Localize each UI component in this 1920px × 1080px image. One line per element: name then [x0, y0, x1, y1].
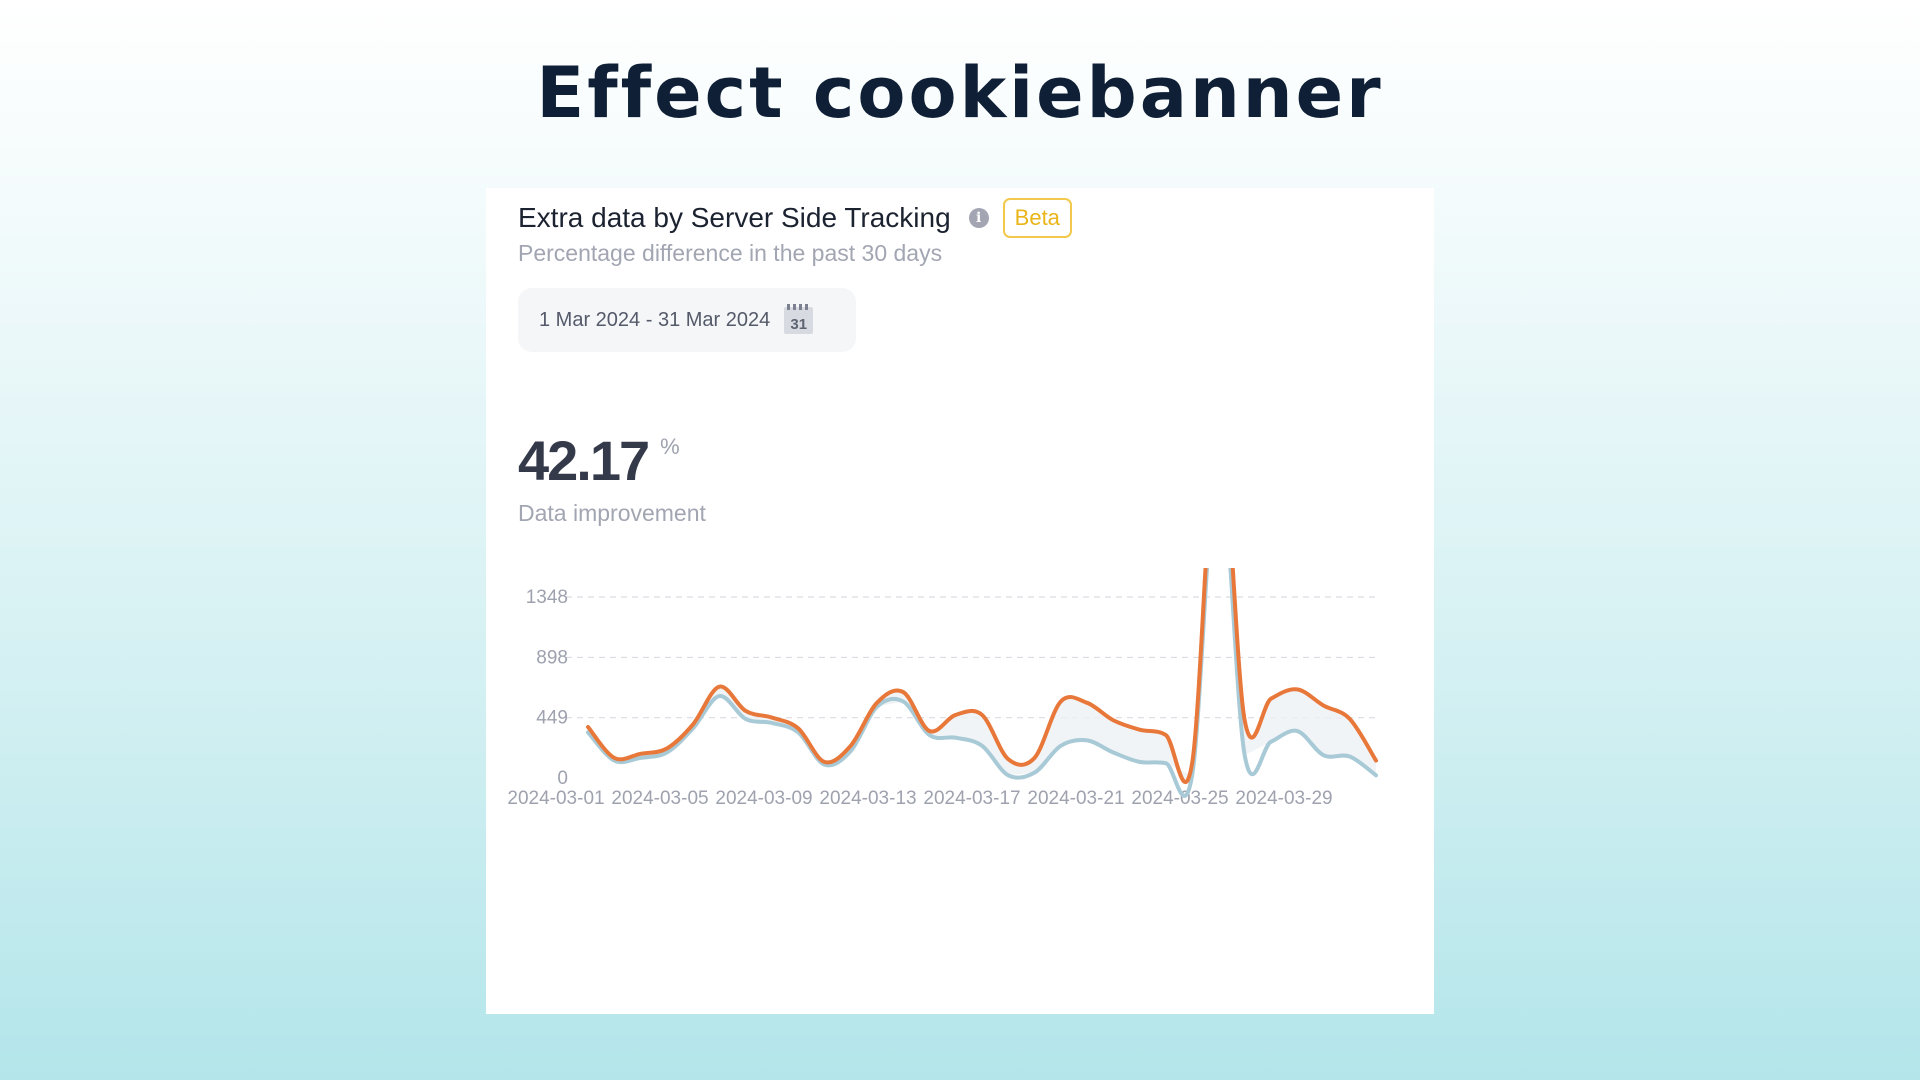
kpi-value: 42.17	[518, 429, 650, 492]
x-tick-label: 2024-03-13	[819, 788, 916, 809]
calendar-icon[interactable]: 31	[784, 303, 814, 334]
server-side-tracking-card: Extra data by Server Side Tracking i Bet…	[486, 188, 1434, 1014]
card-header: Extra data by Server Side Tracking i Bet…	[518, 198, 1072, 238]
kpi-label: Data improvement	[518, 500, 706, 526]
card-title: Extra data by Server Side Tracking	[518, 202, 951, 233]
x-tick-label: 2024-03-05	[611, 788, 708, 809]
x-tick-label: 2024-03-17	[923, 788, 1020, 809]
series-line-blue	[586, 568, 1378, 798]
x-tick-label: 2024-03-25	[1131, 788, 1228, 809]
line-chart: 044989813481797224626962024-03-012024-03…	[507, 568, 1378, 809]
slide-title: Effect cookiebanner	[536, 52, 1384, 134]
card-subtitle: Percentage difference in the past 30 day…	[518, 240, 943, 266]
y-tick-label: 449	[536, 708, 568, 729]
x-tick-label: 2024-03-01	[507, 788, 604, 809]
info-icon[interactable]: i	[968, 208, 989, 228]
beta-badge: Beta	[1002, 198, 1072, 238]
kpi-unit: %	[660, 434, 680, 459]
date-range-picker[interactable]: 1 Mar 2024 - 31 Mar 2024 31	[518, 288, 856, 352]
y-tick-label: 898	[536, 647, 568, 668]
y-tick-label: 1348	[526, 587, 568, 608]
kpi: 42.17 %	[518, 428, 680, 493]
y-tick-label: 0	[557, 768, 568, 789]
x-tick-label: 2024-03-29	[1235, 788, 1332, 809]
series-line-orange	[586, 568, 1378, 785]
x-tick-label: 2024-03-21	[1027, 788, 1124, 809]
x-tick-label: 2024-03-09	[715, 788, 812, 809]
series-gap-area	[588, 568, 1376, 783]
date-range-label: 1 Mar 2024 - 31 Mar 2024	[539, 308, 771, 331]
